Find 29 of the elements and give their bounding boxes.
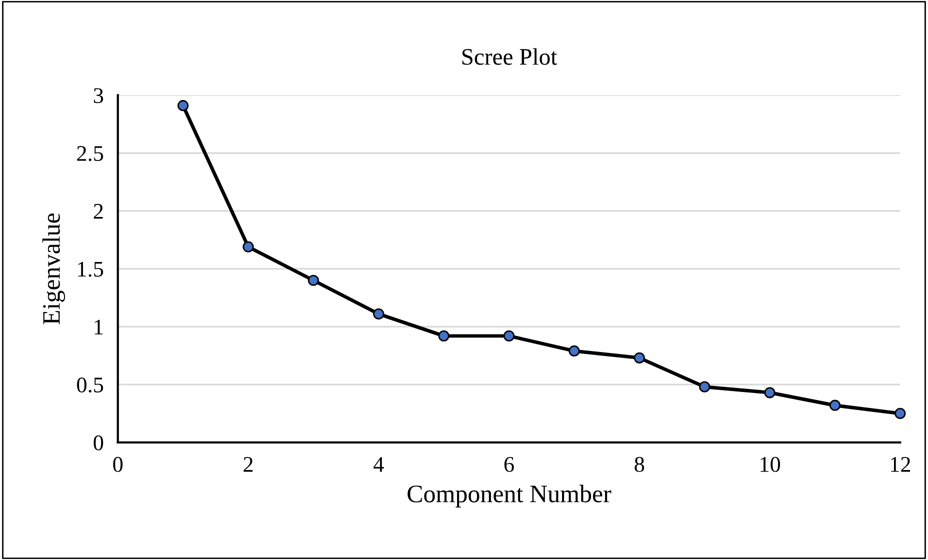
y-tick-label: 1.5	[78, 262, 104, 277]
point	[308, 274, 319, 286]
point	[699, 381, 710, 392]
y-tick-label: 0	[94, 435, 104, 450]
point	[438, 330, 450, 342]
chart-title: Scree Plot	[462, 48, 558, 65]
y-axis-title: Eigenvalue	[42, 213, 66, 324]
point	[568, 345, 580, 357]
x-tick-label: 8	[634, 456, 644, 472]
y-tick-label: 3	[94, 88, 104, 104]
x-tick-label: 10	[760, 456, 780, 472]
point	[894, 408, 906, 420]
y-tick-label: 0.5	[77, 377, 104, 393]
point	[373, 308, 384, 320]
y-tick-label: 2.5	[77, 146, 104, 162]
x-axis-title: Component Number	[408, 484, 612, 508]
x-tick-label: 2	[244, 456, 253, 472]
point	[829, 400, 841, 411]
point	[764, 387, 776, 398]
point	[503, 330, 515, 342]
point	[177, 100, 189, 112]
y-tick-label: 1	[94, 320, 103, 334]
point	[242, 241, 254, 252]
y-tick-label: 2	[94, 204, 103, 219]
x-tick-label: 6	[504, 456, 514, 472]
x-tick-label: 12	[891, 456, 910, 472]
x-tick-label: 4	[374, 457, 384, 472]
x-tick-label: 0	[113, 456, 123, 472]
point	[634, 352, 645, 364]
